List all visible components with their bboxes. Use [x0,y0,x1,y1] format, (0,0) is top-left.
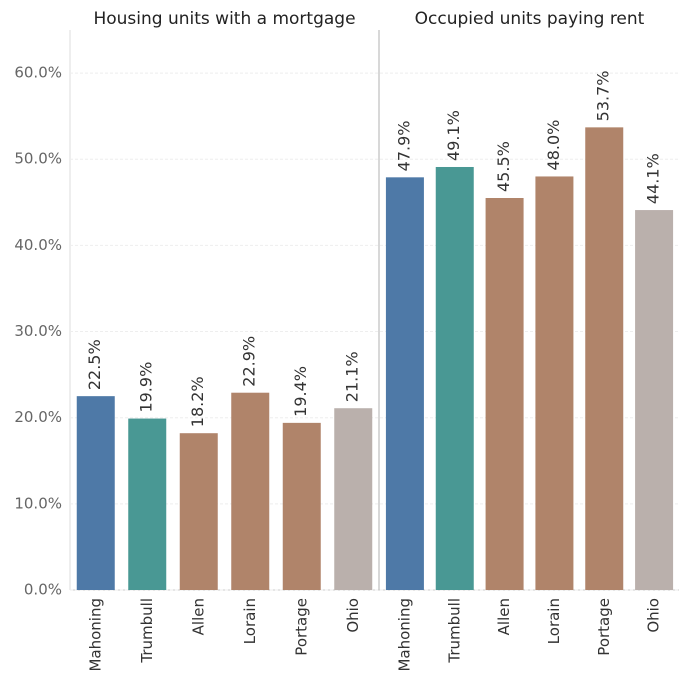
y-tick-label: 30.0% [14,322,62,340]
y-tick-label: 20.0% [14,408,62,426]
data-label: 21.1% [343,351,362,402]
data-label: 47.9% [394,120,413,171]
bar [334,408,373,590]
x-tick-label: Mahoning [86,598,104,672]
y-tick-label: 60.0% [14,64,62,82]
x-tick-label: Allen [189,598,207,635]
x-tick-label: Trumbull [445,598,463,664]
data-label: 48.0% [544,120,563,171]
y-tick-label: 40.0% [14,236,62,254]
x-tick-label: Mahoning [395,598,413,672]
y-tick-label: 50.0% [14,150,62,168]
y-tick-label: 0.0% [24,581,62,599]
bar [76,396,115,590]
chart-title: Occupied units paying rent [415,9,645,29]
x-tick-label: Lorain [545,598,563,644]
data-label: 22.5% [85,339,104,390]
x-tick-label: Portage [595,598,613,656]
data-label: 19.9% [137,362,156,413]
bar [128,418,167,590]
x-tick-label: Lorain [241,598,259,644]
x-tick-label: Ohio [645,598,663,633]
bar [385,177,424,591]
bar [282,422,321,590]
data-label: 49.1% [444,110,463,161]
bar [585,127,624,590]
x-tick-label: Ohio [344,598,362,633]
bar [535,176,574,590]
bar [635,210,674,591]
data-label: 53.7% [594,71,613,122]
data-label: 44.1% [644,153,663,204]
data-label: 19.4% [291,366,310,417]
data-label: 18.2% [188,376,207,427]
data-label: 22.9% [240,336,259,387]
x-tick-label: Trumbull [138,598,156,664]
bar [485,198,524,590]
bar [435,166,474,590]
chart-title: Housing units with a mortgage [93,9,355,29]
x-tick-label: Portage [292,598,310,656]
data-label: 45.5% [494,141,513,192]
bar [179,433,218,590]
x-tick-label: Allen [495,598,513,635]
bar [231,392,270,590]
y-tick-label: 10.0% [14,494,62,512]
